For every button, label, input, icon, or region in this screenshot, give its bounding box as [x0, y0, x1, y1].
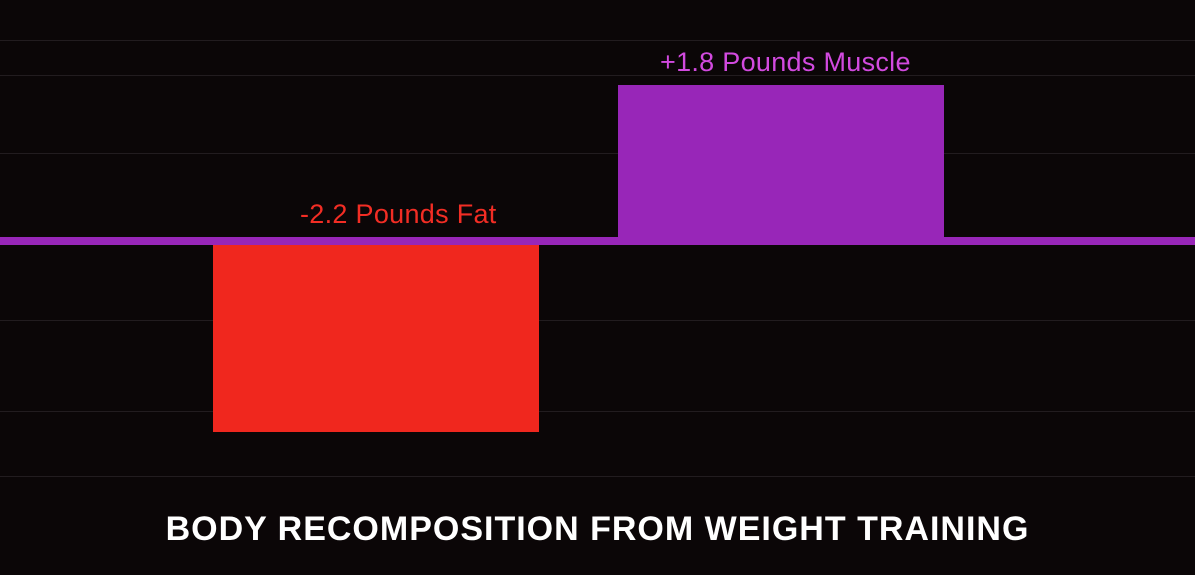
chart-canvas: -2.2 Pounds Fat +1.8 Pounds Muscle BODY RE…: [0, 0, 1195, 575]
gridline-0: [0, 40, 1195, 41]
bar-muscle: [618, 85, 944, 238]
bar-label-fat: -2.2 Pounds Fat: [300, 199, 497, 230]
gridline-2: [0, 153, 1195, 154]
gridline-5: [0, 476, 1195, 477]
bar-label-muscle: +1.8 Pounds Muscle: [660, 47, 911, 78]
chart-title: BODY RECOMPOSITION FROM WEIGHT TRAINING: [0, 510, 1195, 549]
gridline-1: [0, 75, 1195, 76]
baseline: [0, 237, 1195, 245]
bar-fat: [213, 245, 539, 432]
gridline-3: [0, 320, 1195, 321]
gridline-4: [0, 411, 1195, 412]
